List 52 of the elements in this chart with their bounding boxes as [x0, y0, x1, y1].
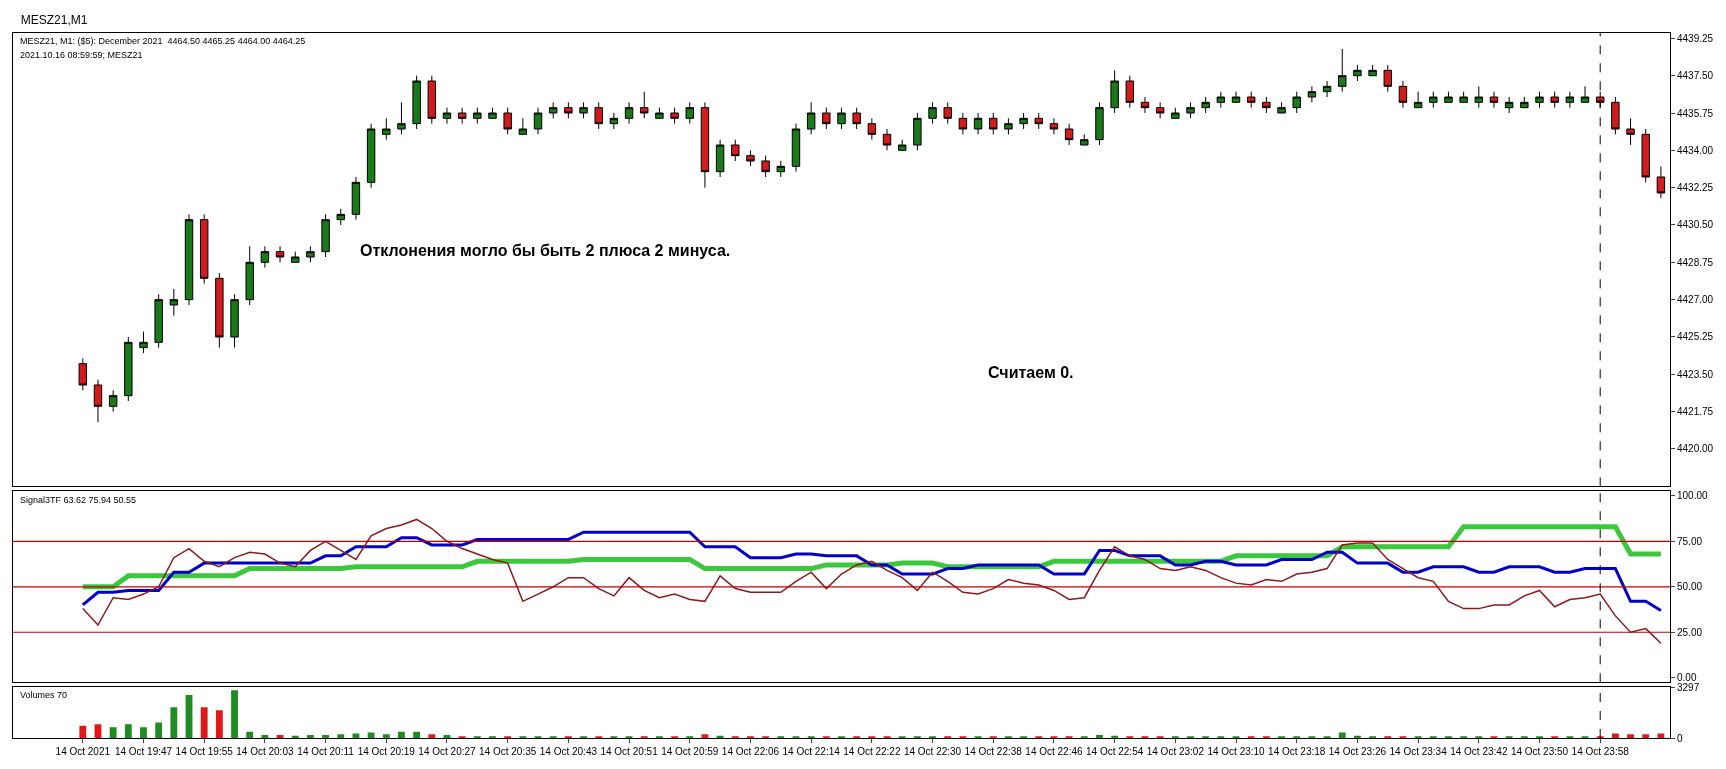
x-tick-label: 14 Oct 20:11 [297, 746, 355, 757]
x-tick-label: 14 Oct 23:02 [1146, 746, 1205, 757]
y-tick-label: 0.00 [1677, 672, 1697, 684]
y-tick-label: 4437.50 [1677, 70, 1714, 82]
y-tick-label: 4427.00 [1677, 294, 1714, 306]
x-tick-label: 14 Oct 23:50 [1510, 746, 1569, 757]
x-tick-label: 14 Oct 22:38 [964, 746, 1023, 757]
y-tick-label: 4423.50 [1677, 368, 1714, 380]
y-tick-label: 4430.50 [1677, 219, 1714, 231]
x-tick-label: 14 Oct 19:47 [114, 746, 173, 757]
x-tick-label: 14 Oct 20:19 [357, 746, 416, 757]
y-tick-label: 4425.25 [1677, 331, 1714, 343]
chart-title: MESZ21,M1 [20, 12, 88, 27]
x-tick-label: 14 Oct 2021 [55, 746, 111, 757]
x-tick-label: 14 Oct 20:51 [600, 746, 659, 757]
y-tick-label: 4421.75 [1677, 406, 1714, 418]
y-tick-label: 75.00 [1677, 535, 1703, 547]
annotation: Отклонения могло бы быть 2 плюса 2 минуса. [360, 242, 731, 259]
chart-title: Volumes 70 [20, 690, 68, 700]
y-tick-label: 0 [1677, 732, 1683, 744]
x-tick-label: 14 Oct 22:06 [721, 746, 780, 757]
y-tick-label: 4420.00 [1677, 443, 1714, 455]
y-tick-label: 4428.75 [1677, 256, 1714, 268]
x-tick-label: 14 Oct 20:59 [661, 746, 719, 757]
x-tick-label: 14 Oct 22:30 [903, 746, 962, 757]
x-tick-label: 14 Oct 22:54 [1086, 746, 1144, 757]
x-tick-label: 14 Oct 23:26 [1328, 746, 1387, 757]
y-tick-label: 4434.00 [1677, 144, 1714, 156]
y-tick-label: 4435.75 [1677, 107, 1714, 119]
x-tick-label: 14 Oct 20:43 [539, 746, 598, 757]
annotation: Считаем 0. [988, 364, 1074, 381]
y-tick-label: 3297 [1677, 681, 1700, 693]
x-tick-label: 14 Oct 22:22 [843, 746, 901, 757]
x-tick-label: 14 Oct 20:27 [418, 746, 477, 757]
x-tick-label: 14 Oct 23:10 [1207, 746, 1266, 757]
y-tick-label: 50.00 [1677, 581, 1703, 593]
chart-title: Signal3TF 63.62 75.94 50.55 [20, 495, 137, 505]
annotation: 2021.10.16 08:59:59; MESZ21 [20, 50, 143, 60]
x-tick-label: 14 Oct 19:55 [175, 746, 234, 757]
y-tick-label: 4432.25 [1677, 182, 1714, 194]
y-tick-label: 100.00 [1677, 490, 1709, 502]
x-tick-label: 14 Oct 22:46 [1025, 746, 1084, 757]
y-tick-label: 4439.25 [1677, 32, 1714, 44]
x-tick-label: 14 Oct 20:03 [236, 746, 294, 757]
x-tick-label: 14 Oct 23:58 [1571, 746, 1630, 757]
x-tick-label: 14 Oct 20:35 [479, 746, 537, 757]
y-tick-label: 25.00 [1677, 626, 1703, 638]
x-tick-label: 14 Oct 23:42 [1450, 746, 1508, 757]
x-tick-label: 14 Oct 22:14 [782, 746, 841, 757]
x-tick-label: 14 Oct 23:34 [1389, 746, 1448, 757]
annotation: MESZ21, M1: ($5): December 2021 4464.50 4465.25 4464.00 4464.25 [20, 36, 306, 46]
x-tick-label: 14 Oct 23:18 [1268, 746, 1326, 757]
